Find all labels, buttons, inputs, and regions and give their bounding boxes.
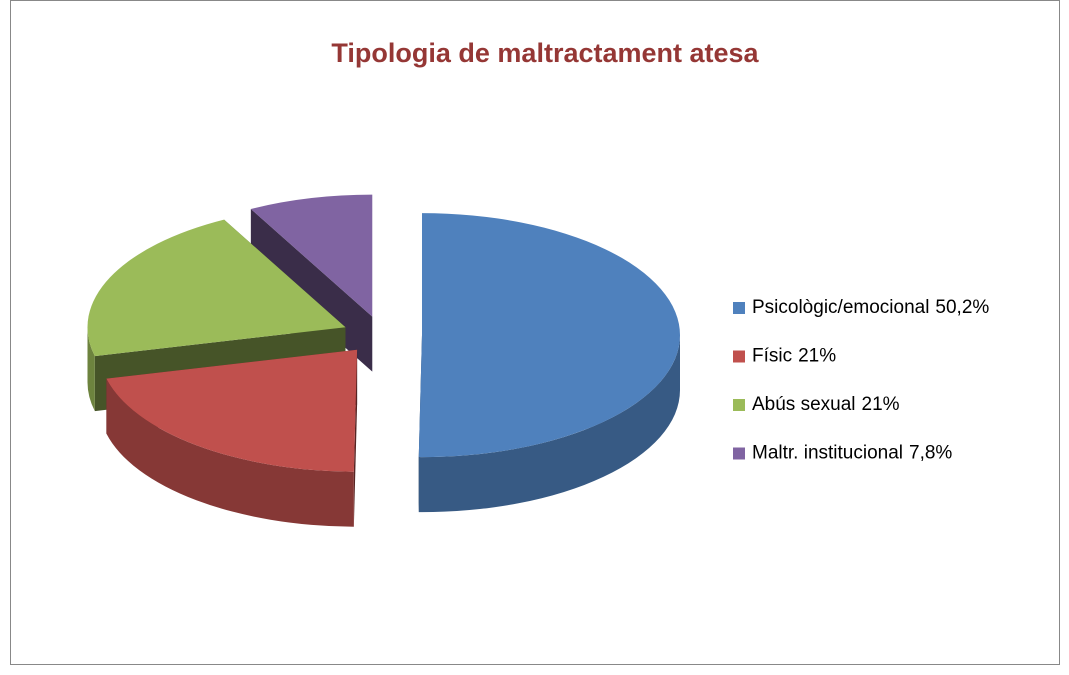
legend-swatch xyxy=(733,302,745,314)
legend-label: Psicològic/emocional 50,2% xyxy=(752,297,989,318)
slice xyxy=(106,349,358,472)
slice xyxy=(418,213,681,458)
legend-category: Maltr. institucional xyxy=(752,443,903,464)
slice-side xyxy=(418,335,680,513)
legend: Psicològic/emocional 50,2%Físic 21%Abús se… xyxy=(733,297,989,464)
legend-value: 21% xyxy=(798,346,836,367)
slice-side xyxy=(87,327,95,412)
legend-category: Físic xyxy=(752,346,792,367)
pie xyxy=(87,194,681,527)
slice-side xyxy=(106,378,354,527)
legend-value: 7,8% xyxy=(909,443,952,464)
legend-category: Abús sexual xyxy=(752,394,856,415)
slice xyxy=(250,194,373,317)
legend-value: 21% xyxy=(862,394,900,415)
legend-label: Físic 21% xyxy=(752,346,836,367)
legend-label: Abús sexual 21% xyxy=(752,394,900,415)
legend-label: Maltr. institucional 7,8% xyxy=(752,443,952,464)
legend-category: Psicològic/emocional xyxy=(752,297,929,318)
legend-swatch xyxy=(733,447,745,460)
slice xyxy=(87,219,346,357)
legend-value: 50,2% xyxy=(935,297,989,318)
legend-swatch xyxy=(733,350,745,363)
legend-swatch xyxy=(733,399,745,411)
chart-title: Tipologia de maltractament atesa xyxy=(331,38,759,68)
